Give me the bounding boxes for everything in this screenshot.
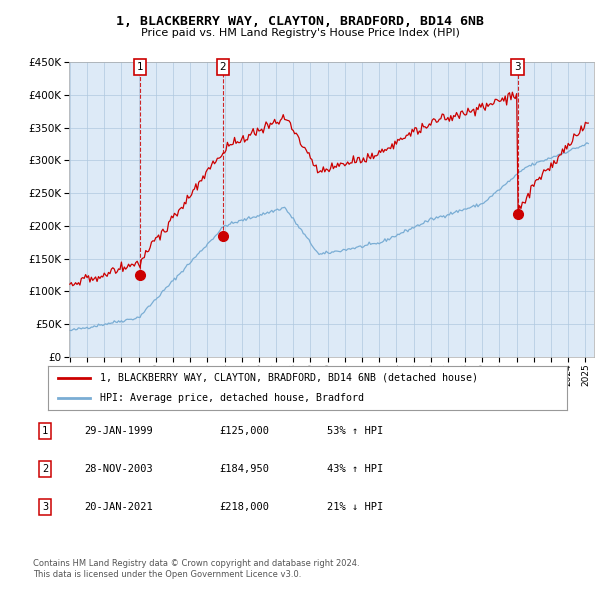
- Text: 1: 1: [137, 62, 143, 72]
- Text: 2: 2: [42, 464, 48, 474]
- Text: 53% ↑ HPI: 53% ↑ HPI: [327, 426, 383, 435]
- Text: Price paid vs. HM Land Registry's House Price Index (HPI): Price paid vs. HM Land Registry's House …: [140, 28, 460, 38]
- Text: 3: 3: [42, 503, 48, 512]
- Text: This data is licensed under the Open Government Licence v3.0.: This data is licensed under the Open Gov…: [33, 571, 301, 579]
- Text: £218,000: £218,000: [219, 503, 269, 512]
- Text: 3: 3: [514, 62, 521, 72]
- Text: £184,950: £184,950: [219, 464, 269, 474]
- Text: Contains HM Land Registry data © Crown copyright and database right 2024.: Contains HM Land Registry data © Crown c…: [33, 559, 359, 568]
- Text: 21% ↓ HPI: 21% ↓ HPI: [327, 503, 383, 512]
- Text: 1, BLACKBERRY WAY, CLAYTON, BRADFORD, BD14 6NB (detached house): 1, BLACKBERRY WAY, CLAYTON, BRADFORD, BD…: [100, 373, 478, 383]
- Text: 28-NOV-2003: 28-NOV-2003: [84, 464, 153, 474]
- Text: HPI: Average price, detached house, Bradford: HPI: Average price, detached house, Brad…: [100, 393, 364, 403]
- Text: 1: 1: [42, 426, 48, 435]
- Text: 2: 2: [220, 62, 226, 72]
- Text: 43% ↑ HPI: 43% ↑ HPI: [327, 464, 383, 474]
- Text: £125,000: £125,000: [219, 426, 269, 435]
- Text: 20-JAN-2021: 20-JAN-2021: [84, 503, 153, 512]
- Text: 29-JAN-1999: 29-JAN-1999: [84, 426, 153, 435]
- Text: 1, BLACKBERRY WAY, CLAYTON, BRADFORD, BD14 6NB: 1, BLACKBERRY WAY, CLAYTON, BRADFORD, BD…: [116, 15, 484, 28]
